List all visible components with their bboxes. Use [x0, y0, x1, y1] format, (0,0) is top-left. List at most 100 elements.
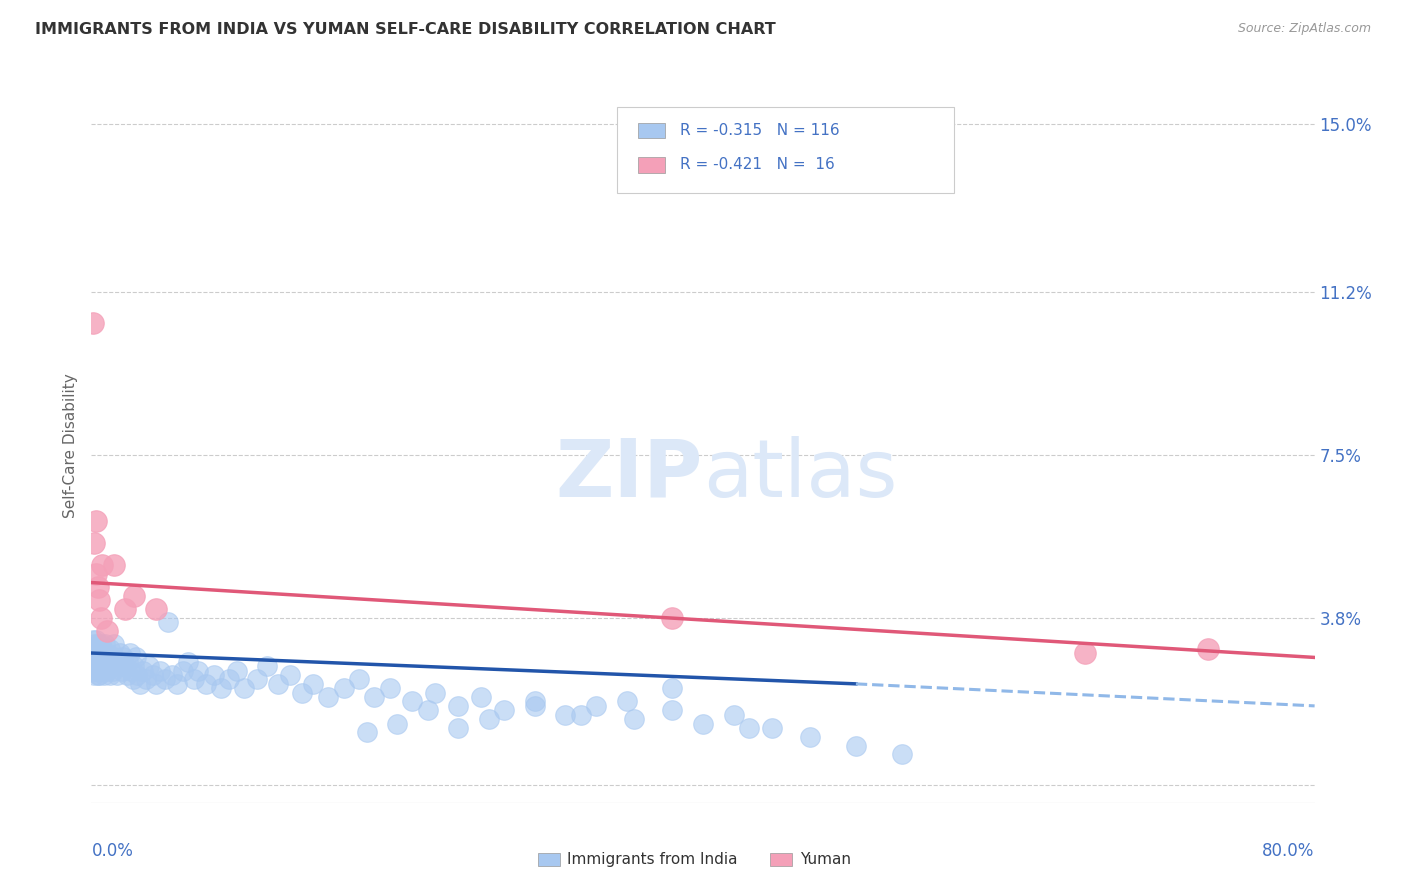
Point — [302, 677, 325, 691]
Point — [96, 664, 118, 678]
Point — [83, 650, 105, 665]
Point — [83, 668, 105, 682]
Point — [86, 637, 108, 651]
Point — [129, 677, 152, 691]
Point — [122, 589, 145, 603]
Point — [318, 690, 340, 704]
FancyBboxPatch shape — [770, 853, 793, 865]
FancyBboxPatch shape — [617, 107, 953, 193]
Text: atlas: atlas — [703, 435, 897, 514]
Point — [187, 664, 209, 678]
Point — [256, 659, 278, 673]
Point — [378, 681, 401, 696]
Point — [87, 641, 110, 656]
Point — [84, 641, 107, 656]
Point — [494, 703, 516, 717]
Point — [90, 646, 112, 660]
Point — [478, 712, 501, 726]
FancyBboxPatch shape — [638, 157, 665, 173]
Text: ZIP: ZIP — [555, 435, 703, 514]
Point — [523, 694, 546, 708]
Point — [363, 690, 385, 704]
Point — [523, 698, 546, 713]
Point — [470, 690, 492, 704]
Point — [661, 703, 683, 717]
Point — [127, 668, 149, 682]
Point — [385, 716, 409, 731]
Point — [153, 673, 176, 687]
Point — [149, 664, 172, 678]
Point — [83, 536, 105, 550]
Text: Yuman: Yuman — [800, 852, 851, 867]
Point — [84, 514, 107, 528]
Point — [121, 673, 143, 687]
Point — [103, 637, 125, 651]
Point — [447, 698, 470, 713]
Point — [94, 637, 117, 651]
Point — [87, 593, 110, 607]
Point — [111, 664, 134, 678]
Point — [115, 668, 138, 682]
Point — [90, 659, 112, 673]
Point — [218, 673, 240, 687]
Point — [425, 686, 447, 700]
Point — [110, 646, 132, 660]
Point — [761, 721, 783, 735]
Point — [723, 707, 745, 722]
Point — [799, 730, 821, 744]
Text: Immigrants from India: Immigrants from India — [567, 852, 738, 867]
Point — [278, 668, 301, 682]
Point — [105, 668, 128, 682]
FancyBboxPatch shape — [638, 123, 665, 138]
Point — [94, 655, 117, 669]
Point — [122, 659, 145, 673]
Point — [90, 611, 112, 625]
Point — [84, 664, 107, 678]
Point — [233, 681, 256, 696]
Point — [145, 602, 167, 616]
Point — [569, 707, 592, 722]
Point — [267, 677, 290, 691]
Text: IMMIGRANTS FROM INDIA VS YUMAN SELF-CARE DISABILITY CORRELATION CHART: IMMIGRANTS FROM INDIA VS YUMAN SELF-CARE… — [35, 22, 776, 37]
Point — [890, 747, 912, 762]
Point — [120, 664, 142, 678]
Point — [132, 664, 155, 678]
Point — [225, 664, 247, 678]
Point — [738, 721, 761, 735]
Point — [103, 650, 125, 665]
Point — [84, 659, 107, 673]
Point — [195, 677, 218, 691]
Point — [97, 650, 120, 665]
Point — [125, 650, 148, 665]
Point — [98, 668, 121, 682]
Point — [84, 566, 107, 581]
Point — [1074, 646, 1097, 660]
Point — [103, 558, 125, 572]
Point — [356, 725, 378, 739]
Point — [117, 655, 139, 669]
Point — [156, 615, 179, 630]
Point — [112, 650, 135, 665]
Point — [554, 707, 576, 722]
Point — [96, 624, 118, 638]
Point — [692, 716, 714, 731]
Point — [347, 673, 370, 687]
Point — [661, 611, 683, 625]
Point — [661, 681, 683, 696]
Text: 0.0%: 0.0% — [91, 842, 134, 860]
Point — [83, 637, 105, 651]
Point — [87, 668, 110, 682]
Point — [101, 664, 124, 678]
Point — [82, 655, 104, 669]
Point — [87, 659, 110, 673]
Point — [104, 659, 127, 673]
Point — [84, 655, 107, 669]
Point — [91, 664, 114, 678]
Point — [177, 655, 200, 669]
Point — [845, 739, 868, 753]
Point — [616, 694, 638, 708]
Point — [86, 646, 108, 660]
Point — [83, 646, 105, 660]
Point — [291, 686, 314, 700]
Point — [623, 712, 645, 726]
